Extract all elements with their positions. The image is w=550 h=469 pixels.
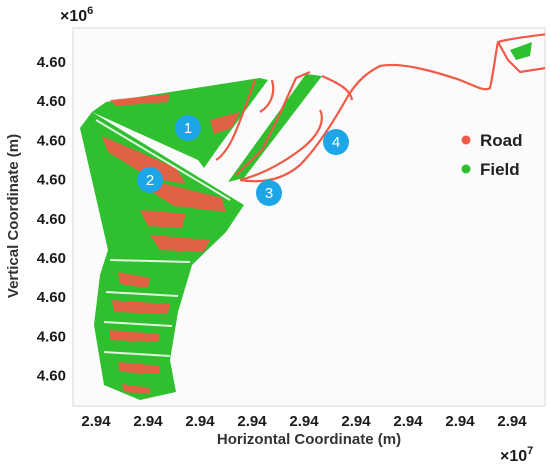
x-axis-title: Horizontal Coordinate (m) [217,431,401,448]
region-marker-3-label: 3 [265,185,273,202]
region-marker-1: 1 [175,115,201,141]
legend-label-field: Field [480,160,520,179]
y-tick-label: 4.60 [37,368,66,385]
y-axis-title: Vertical Coordinate (m) [5,134,22,298]
legend-label-road: Road [480,131,523,150]
region-marker-2-label: 2 [146,172,154,189]
y-tick-label: 4.60 [37,132,66,149]
y-axis-multiplier: ×106 [60,5,93,25]
x-axis-ticks: 2.94 2.94 2.94 2.94 2.94 2.94 2.94 2.94 2.94 [81,413,527,430]
field-region-strip [228,74,322,182]
x-tick-label: 2.94 [185,413,215,430]
legend-item-road: Road [461,131,523,150]
field-region-far-right [510,42,532,60]
x-tick-label: 2.94 [341,413,371,430]
x-tick-label: 2.94 [81,413,111,430]
road-patches [102,94,240,394]
x-axis-multiplier: ×107 [500,445,533,465]
y-tick-label: 4.60 [37,211,66,228]
y-tick-label: 4.60 [37,54,66,71]
region-marker-1-label: 1 [184,120,192,137]
legend: Road Field [461,131,523,179]
road-traces [215,33,545,183]
y-tick-label: 4.60 [37,328,66,345]
x-tick-label: 2.94 [497,413,527,430]
region-marker-4: 4 [323,129,349,155]
legend-item-field: Field [461,160,520,179]
data-layer [80,33,545,400]
x-tick-label: 2.94 [289,413,319,430]
region-marker-2: 2 [137,167,163,193]
region-marker-3: 3 [256,180,282,206]
y-tick-label: 4.60 [37,250,66,267]
x-tick-label: 2.94 [133,413,163,430]
region-marker-4-label: 4 [332,134,340,151]
region-markers: 1 2 3 4 [137,115,349,206]
x-tick-label: 2.94 [393,413,423,430]
field-lanes [95,119,231,357]
y-tick-label: 4.60 [37,93,66,110]
y-tick-label: 4.60 [37,172,66,189]
x-tick-label: 2.94 [445,413,475,430]
x-tick-label: 2.94 [237,413,267,430]
y-tick-label: 4.60 [37,289,66,306]
y-axis-ticks: 4.60 4.60 4.60 4.60 4.60 4.60 4.60 4.60 4.60 [37,54,66,385]
